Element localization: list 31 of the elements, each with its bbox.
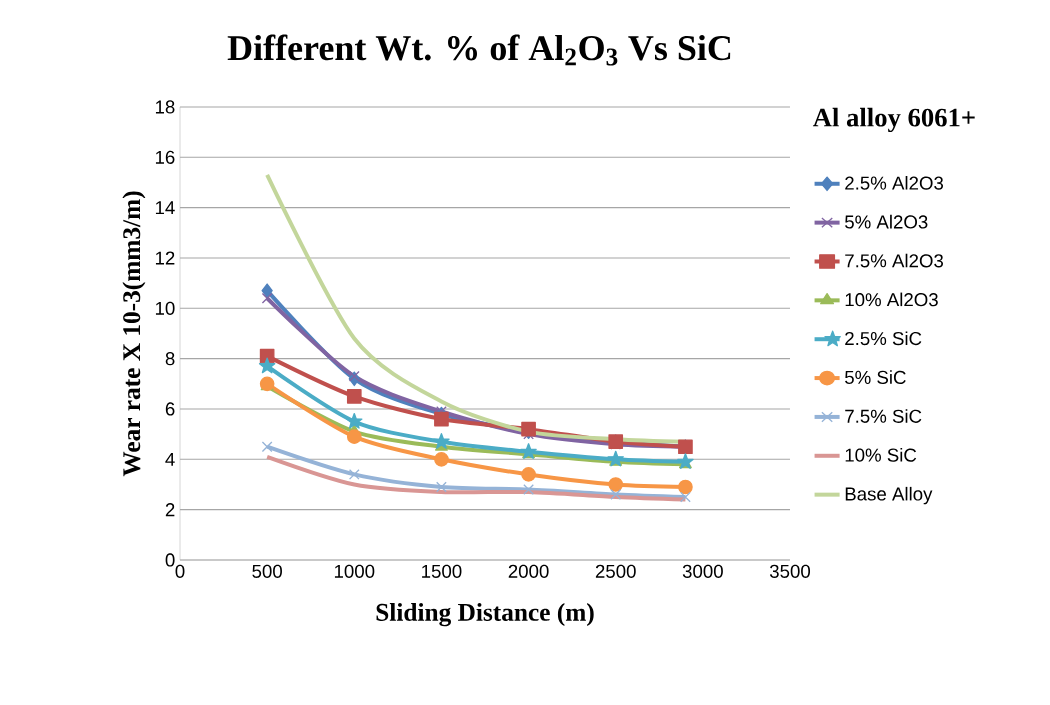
legend-label: Base Alloy bbox=[845, 486, 933, 505]
y-tick-label: 14 bbox=[155, 201, 175, 215]
y-tick-label: 18 bbox=[155, 100, 175, 114]
x-axis-title: Sliding Distance (m) bbox=[376, 603, 594, 627]
x-tick-label: 3000 bbox=[682, 564, 723, 578]
x-tick-label: 1500 bbox=[422, 564, 462, 578]
x-tick-label: 0 bbox=[175, 564, 185, 578]
y-tick-label: 12 bbox=[155, 251, 175, 265]
y-tick-label: 4 bbox=[165, 452, 175, 466]
legend-label: 5% SiC bbox=[845, 370, 906, 385]
y-tick-label: 0 bbox=[165, 553, 175, 567]
x-tick-label: 500 bbox=[252, 564, 282, 578]
legend-label: 7.5% Al2O3 bbox=[845, 253, 944, 268]
y-tick-label: 6 bbox=[165, 402, 175, 416]
y-tick-label: 2 bbox=[165, 503, 175, 517]
y-tick-label: 10 bbox=[155, 301, 175, 315]
x-tick-label: 2500 bbox=[595, 564, 636, 578]
y-axis-title: Wear rate X 10-3(mm3/m) bbox=[122, 191, 146, 477]
legend-label: 10% SiC bbox=[845, 448, 917, 462]
legend-label: 10% Al2O3 bbox=[845, 292, 938, 307]
legend-label: 5% Al2O3 bbox=[845, 214, 928, 229]
y-tick-label: 8 bbox=[165, 352, 175, 366]
x-tick-label: 3500 bbox=[769, 564, 811, 578]
chart-title: Different Wt. % of Al$_{2}$O$_{3}$ Vs SiC bbox=[227, 34, 731, 66]
legend-label: 2.5% SiC bbox=[845, 331, 922, 346]
y-tick-label: 16 bbox=[155, 150, 175, 164]
x-tick-label: 2000 bbox=[508, 564, 549, 578]
legend-label: 7.5% SiC bbox=[845, 409, 922, 423]
x-tick-label: 1000 bbox=[334, 564, 375, 578]
legend-title: Al alloy 6061+ bbox=[812, 107, 975, 133]
legend-label: 2.5% Al2O3 bbox=[845, 176, 944, 190]
